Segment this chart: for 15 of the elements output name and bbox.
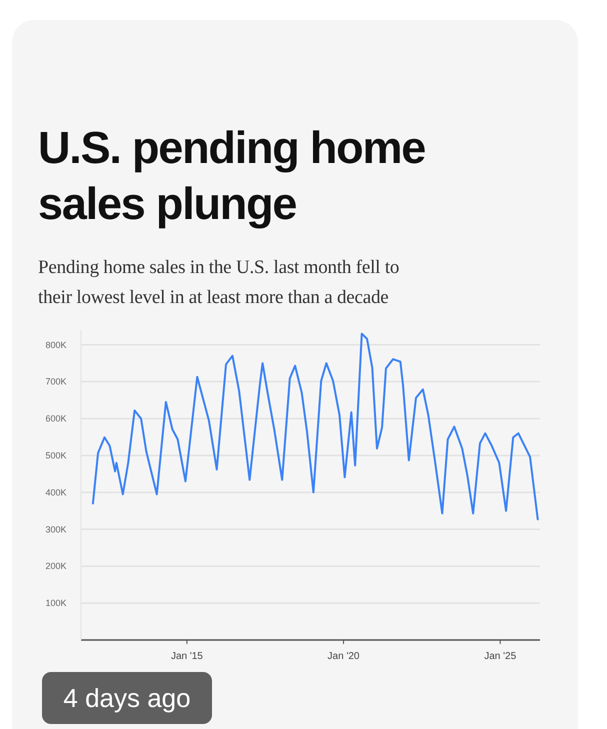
y-tick-label: 600K [45, 414, 67, 424]
x-tick-label: Jan '25 [484, 651, 517, 662]
y-tick-label: 400K [45, 487, 67, 498]
text: 4 days ago [63, 683, 191, 713]
y-tick-label: 500K [45, 450, 67, 460]
chart-subtitle: Pending home sales in the U.S. last month fell to their lowest level in at least more than a decade [38, 257, 400, 308]
x-tick-label: Jan '15 [170, 651, 204, 662]
y-tick-label: 100K [45, 598, 67, 608]
y-tick-label: 200K [45, 561, 67, 572]
y-tick-label: 700K [45, 376, 67, 387]
y-tick-label: 800K [45, 340, 67, 350]
y-tick-label: 300K [45, 524, 67, 534]
x-tick-label: Jan '20 [328, 651, 360, 662]
chart-title: U.S. pending home sales plunge [38, 122, 426, 229]
line-series [92, 332, 539, 520]
